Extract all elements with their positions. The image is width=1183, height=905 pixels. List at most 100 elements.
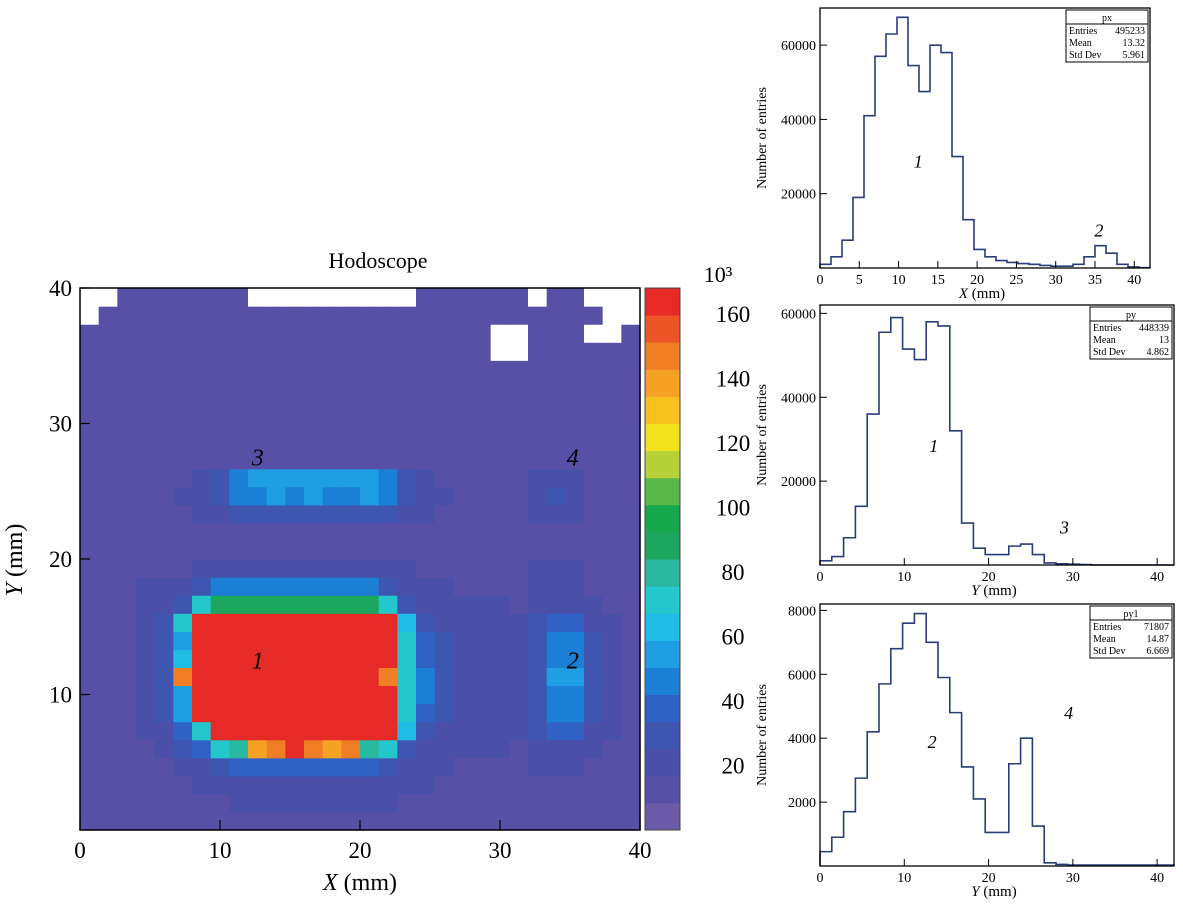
heatmap-cell	[323, 360, 342, 379]
heatmap-cell	[285, 342, 304, 361]
heatmap-cell	[341, 595, 360, 614]
heatmap-cell	[360, 487, 379, 506]
heatmap-cell	[360, 740, 379, 759]
heatmap-cell	[211, 523, 230, 542]
heatmap-cell	[472, 649, 491, 668]
stats-label: Entries	[1093, 622, 1121, 633]
stats-value: 13.32	[1123, 38, 1146, 49]
heatmap-cell	[80, 487, 99, 506]
heatmap-cell	[80, 631, 99, 650]
colorbar-segment	[645, 803, 680, 831]
heatmap-cell	[584, 306, 603, 325]
heatmap-cell	[360, 595, 379, 614]
heatmap-cell	[229, 487, 248, 506]
heatmap-cell	[416, 776, 435, 795]
heatmap-cell	[267, 360, 286, 379]
colorbar	[645, 288, 680, 831]
heatmap-cell	[379, 740, 398, 759]
heatmap-cell	[136, 704, 155, 723]
heatmap-cell	[435, 595, 454, 614]
heatmap-cell	[99, 667, 118, 686]
heatmap-cell	[136, 469, 155, 488]
heatmap-cell	[491, 595, 510, 614]
heatmap-cell	[304, 595, 323, 614]
heatmap-cell	[603, 306, 622, 325]
heatmap-cell	[155, 505, 174, 524]
heatmap-cell	[99, 433, 118, 452]
heatmap-cell	[304, 722, 323, 741]
heatmap-cell	[192, 758, 211, 777]
x-tick-label: 15	[931, 273, 945, 288]
heatmap-cell	[80, 451, 99, 470]
heatmap-cell	[267, 667, 286, 686]
heatmap-cell	[248, 505, 267, 524]
heatmap-cell	[323, 722, 342, 741]
heatmap-cell	[229, 541, 248, 560]
heatmap-cell	[565, 342, 584, 361]
histogram-bin	[914, 360, 926, 565]
heatmap-cell	[603, 414, 622, 433]
heatmap-cell	[621, 685, 640, 704]
heatmap-cell	[416, 306, 435, 325]
heatmap-cell	[229, 704, 248, 723]
heatmap-cell	[155, 306, 174, 325]
heatmap-cell	[136, 541, 155, 560]
heatmap-cell	[379, 342, 398, 361]
heatmap-cell	[267, 613, 286, 632]
heatmap-cell	[155, 794, 174, 813]
heatmap-cells	[80, 288, 641, 831]
heatmap-cell	[509, 505, 528, 524]
heatmap-cell	[285, 360, 304, 379]
heatmap-cell	[173, 342, 192, 361]
heatmap-cell	[248, 740, 267, 759]
heatmap-cell	[453, 667, 472, 686]
heatmap-cell	[80, 306, 99, 325]
heatmap-cell	[323, 776, 342, 795]
heatmap-cell	[341, 758, 360, 777]
heatmap-cell	[117, 306, 136, 325]
heatmap-cell	[528, 758, 547, 777]
histogram-bin	[962, 523, 974, 565]
heatmap-cell	[229, 360, 248, 379]
heatmap-cell	[117, 812, 136, 831]
heatmap-cell	[584, 433, 603, 452]
histogram-bin	[985, 257, 996, 268]
heatmap-cell	[211, 451, 230, 470]
heatmap-cell	[472, 704, 491, 723]
heatmap-cell	[136, 342, 155, 361]
colorbar-tick-label: 140	[716, 366, 751, 391]
heatmap-cell	[155, 577, 174, 596]
heatmap-cell	[323, 523, 342, 542]
heatmap-cell	[416, 704, 435, 723]
histogram-bin	[903, 349, 915, 565]
histogram-bin	[831, 257, 842, 268]
histogram-bin	[952, 157, 963, 268]
heatmap-cell	[248, 469, 267, 488]
heatmap-cell	[397, 523, 416, 542]
heatmap-cell	[621, 776, 640, 795]
heatmap-cell	[229, 758, 248, 777]
x-tick-label: 0	[817, 570, 824, 585]
y-tick-label: 4000	[788, 732, 816, 747]
heatmap-cell	[453, 541, 472, 560]
heatmap-cell	[509, 360, 528, 379]
y-tick-label: 2000	[788, 796, 816, 811]
chart-title: Hodoscope	[329, 248, 428, 273]
heatmap-cell	[379, 794, 398, 813]
heatmap-cell	[229, 776, 248, 795]
heatmap-cell	[603, 433, 622, 452]
heatmap-cell	[528, 414, 547, 433]
heatmap-cell	[267, 812, 286, 831]
heatmap-cell	[360, 505, 379, 524]
heatmap-cell	[117, 505, 136, 524]
heatmap-cell	[80, 595, 99, 614]
heatmap-cell	[173, 577, 192, 596]
heatmap-cell	[565, 505, 584, 524]
heatmap-cell	[248, 758, 267, 777]
heatmap-cell	[472, 396, 491, 415]
heatmap-cell	[229, 306, 248, 325]
heatmap-cell	[117, 704, 136, 723]
heatmap-cell	[117, 794, 136, 813]
heatmap-cell	[584, 613, 603, 632]
